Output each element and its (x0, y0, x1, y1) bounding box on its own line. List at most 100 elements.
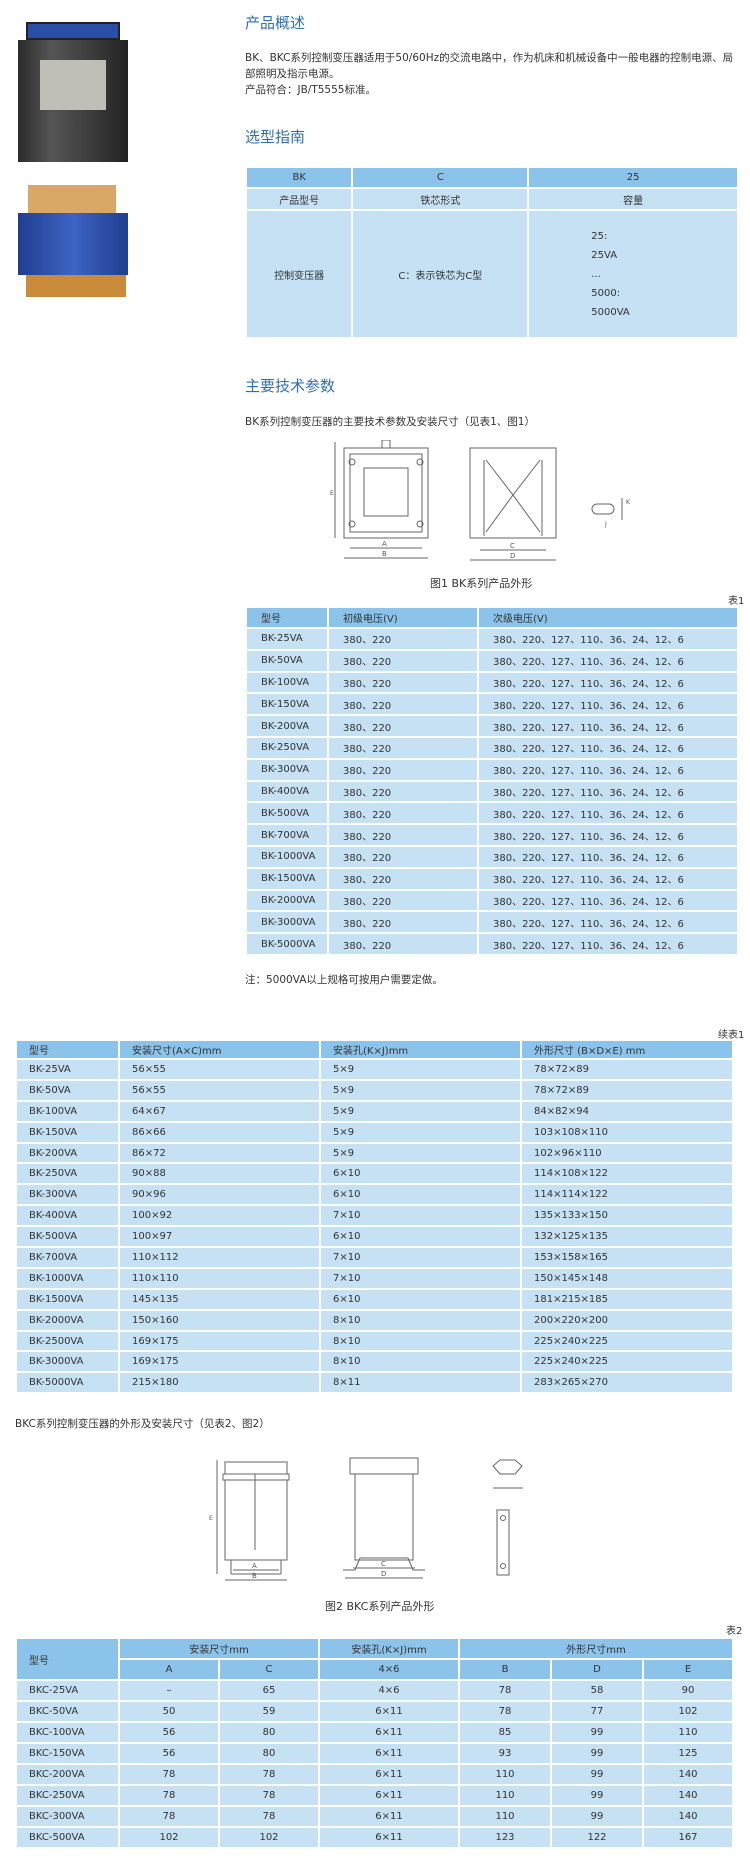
table-cell: 110 (458, 1805, 552, 1828)
selection-table: BK C 25 产品型号 铁芯形式 容量 控制变压器 C：表示铁芯为C型 25: 25VA.… (244, 166, 739, 339)
table-cell: 150×160 (118, 1308, 321, 1332)
table-row: BK-200VA 380、220 380、220、127、110、36、24、12、… (245, 714, 739, 738)
table-cell: BK-50VA (15, 1078, 120, 1102)
table-cell: 5×9 (319, 1120, 522, 1144)
table-row: BK-700VA 110×112 7×10 153×158×165 (15, 1246, 734, 1269)
column-header: 外形尺寸 (B×D×E) mm (520, 1039, 734, 1060)
table-cell: 123 (458, 1826, 552, 1849)
table-cell: 140 (642, 1805, 734, 1828)
table-cell: – (118, 1679, 220, 1702)
table-2-tag: 表2 (726, 1626, 743, 1637)
table-cell: 6×11 (318, 1742, 460, 1765)
table-cell: 86×66 (118, 1120, 321, 1144)
table-cell: 380、220 (327, 757, 479, 782)
table-cell: 5×9 (319, 1078, 522, 1102)
column-header: 次级电压(V) (477, 606, 739, 629)
table-cell: 56×55 (118, 1058, 321, 1081)
fig1-label-d: D (510, 552, 515, 560)
table-cell: 283×265×270 (520, 1371, 734, 1395)
table-cell: 78 (218, 1763, 320, 1786)
table-row: BK-5000VA 380、220 380、220、127、110、36、24、12… (245, 932, 739, 956)
fig2-label-e: E (209, 1515, 213, 1522)
table-cell: 8×10 (319, 1308, 522, 1332)
table-cell: BK-3000VA (15, 1350, 120, 1374)
table-cell: 225×240×225 (520, 1329, 734, 1353)
table-cell: BK-200VA (15, 1141, 120, 1165)
table-cell: 78 (118, 1805, 220, 1828)
table-cell: 110 (458, 1784, 552, 1807)
table-cell: 167 (642, 1826, 734, 1849)
table-cell: 77 (550, 1700, 644, 1723)
header-model: 型号 (15, 1637, 120, 1681)
table-cell: 6×10 (319, 1183, 522, 1207)
table-cell: 100×97 (118, 1225, 321, 1249)
table-cell: 380、220、127、110、36、24、12、6 (477, 801, 739, 826)
fig1-label-j: J (604, 521, 607, 528)
figure-1-caption: 图1 BK系列产品外形 (430, 577, 533, 590)
fig2-label-a: A (252, 1562, 257, 1570)
table-cell: BK-300VA (245, 757, 329, 782)
table-cell: BKC-300VA (15, 1805, 120, 1828)
table-cell: BK-400VA (245, 779, 329, 804)
table-cell: BK-50VA (245, 648, 329, 673)
table-cell: 380、220、127、110、36、24、12、6 (477, 648, 739, 673)
table-cell: 6×10 (319, 1287, 522, 1311)
table-cell: 380、220、127、110、36、24、12、6 (477, 757, 739, 782)
table-cell: 84×82×94 (520, 1099, 734, 1123)
params-title: 主要技术参数 (245, 377, 336, 395)
table-cell: BK-400VA (15, 1204, 120, 1228)
label-model: 产品型号 (244, 187, 354, 211)
table-cell: BKC-25VA (15, 1679, 120, 1702)
table-cell: 380、220 (327, 714, 479, 738)
table-cell: 380、220 (327, 910, 479, 935)
table-cell: 380、220、127、110、36、24、12、6 (477, 888, 739, 913)
table-cell: 6×11 (318, 1826, 460, 1849)
fig1-label-k: K (626, 499, 631, 506)
code-25: 25 (527, 166, 739, 189)
table-cell: 145×135 (118, 1287, 321, 1311)
table-cell: 114×108×122 (520, 1162, 734, 1186)
table-cell: 65 (218, 1679, 320, 1702)
table-row: BK-300VA 90×96 6×10 114×114×122 (15, 1183, 734, 1207)
table-cell: 380、220 (327, 844, 479, 869)
table-cell: 6×10 (319, 1162, 522, 1186)
capacity-line: 25: (591, 230, 608, 242)
fig2-label-b: B (252, 1572, 257, 1580)
table-cell: BK-1000VA (245, 844, 329, 869)
table-cell: 78 (118, 1763, 220, 1786)
table-row: BKC-500VA 102 102 6×11 123 122 167 (15, 1826, 734, 1849)
table-cell: 86×72 (118, 1141, 321, 1165)
table-row: BK-2500VA 169×175 8×10 225×240×225 (15, 1329, 734, 1353)
table-cell: BK-25VA (15, 1058, 120, 1081)
table-cell: BK-300VA (15, 1183, 120, 1207)
table-cell: BK-700VA (245, 823, 329, 847)
table-row: BK-700VA 380、220 380、220、127、110、36、24、12、… (245, 823, 739, 847)
table-cell: 380、220、127、110、36、24、12、6 (477, 714, 739, 738)
capacity-line: 25VA (591, 249, 618, 261)
table-cell: 100×92 (118, 1204, 321, 1228)
table-cell: 380、220 (327, 888, 479, 913)
table-cell: 78 (118, 1784, 220, 1807)
desc-model: 控制变压器 (244, 209, 354, 339)
table-cell: BK-250VA (15, 1162, 120, 1186)
table-cell: BK-1500VA (245, 866, 329, 891)
table-cell: 6×11 (318, 1763, 460, 1786)
bkc-subtitle: BKC系列控制变压器的外形及安装尺寸（见表2、图2） (15, 1418, 270, 1430)
table-1-note: 注：5000VA以上规格可按用户需要定做。 (245, 974, 443, 986)
table-cell: 8×10 (319, 1329, 522, 1353)
table-cell: 380、220、127、110、36、24、12、6 (477, 735, 739, 760)
table-cell: 380、220 (327, 648, 479, 673)
table-cell: 90×96 (118, 1183, 321, 1207)
code-c: C (351, 166, 530, 189)
params-subtitle: BK系列控制变压器的主要技术参数及安装尺寸（见表1、图1） (245, 416, 535, 428)
table-cell: BK-250VA (245, 735, 329, 760)
table-cell: 380、220、127、110、36、24、12、6 (477, 844, 739, 869)
table-cell: BK-1000VA (15, 1266, 120, 1290)
table-row: BK-25VA 380、220 380、220、127、110、36、24、12、6 (245, 627, 739, 651)
table-row: BK-300VA 380、220 380、220、127、110、36、24、12、… (245, 757, 739, 782)
column-subheader: E (642, 1658, 734, 1681)
table-cell: 380、220、127、110、36、24、12、6 (477, 670, 739, 695)
table-row: BK-250VA 380、220 380、220、127、110、36、24、12、… (245, 735, 739, 760)
table-cell: 380、220、127、110、36、24、12、6 (477, 692, 739, 717)
table-cell: 125 (642, 1742, 734, 1765)
